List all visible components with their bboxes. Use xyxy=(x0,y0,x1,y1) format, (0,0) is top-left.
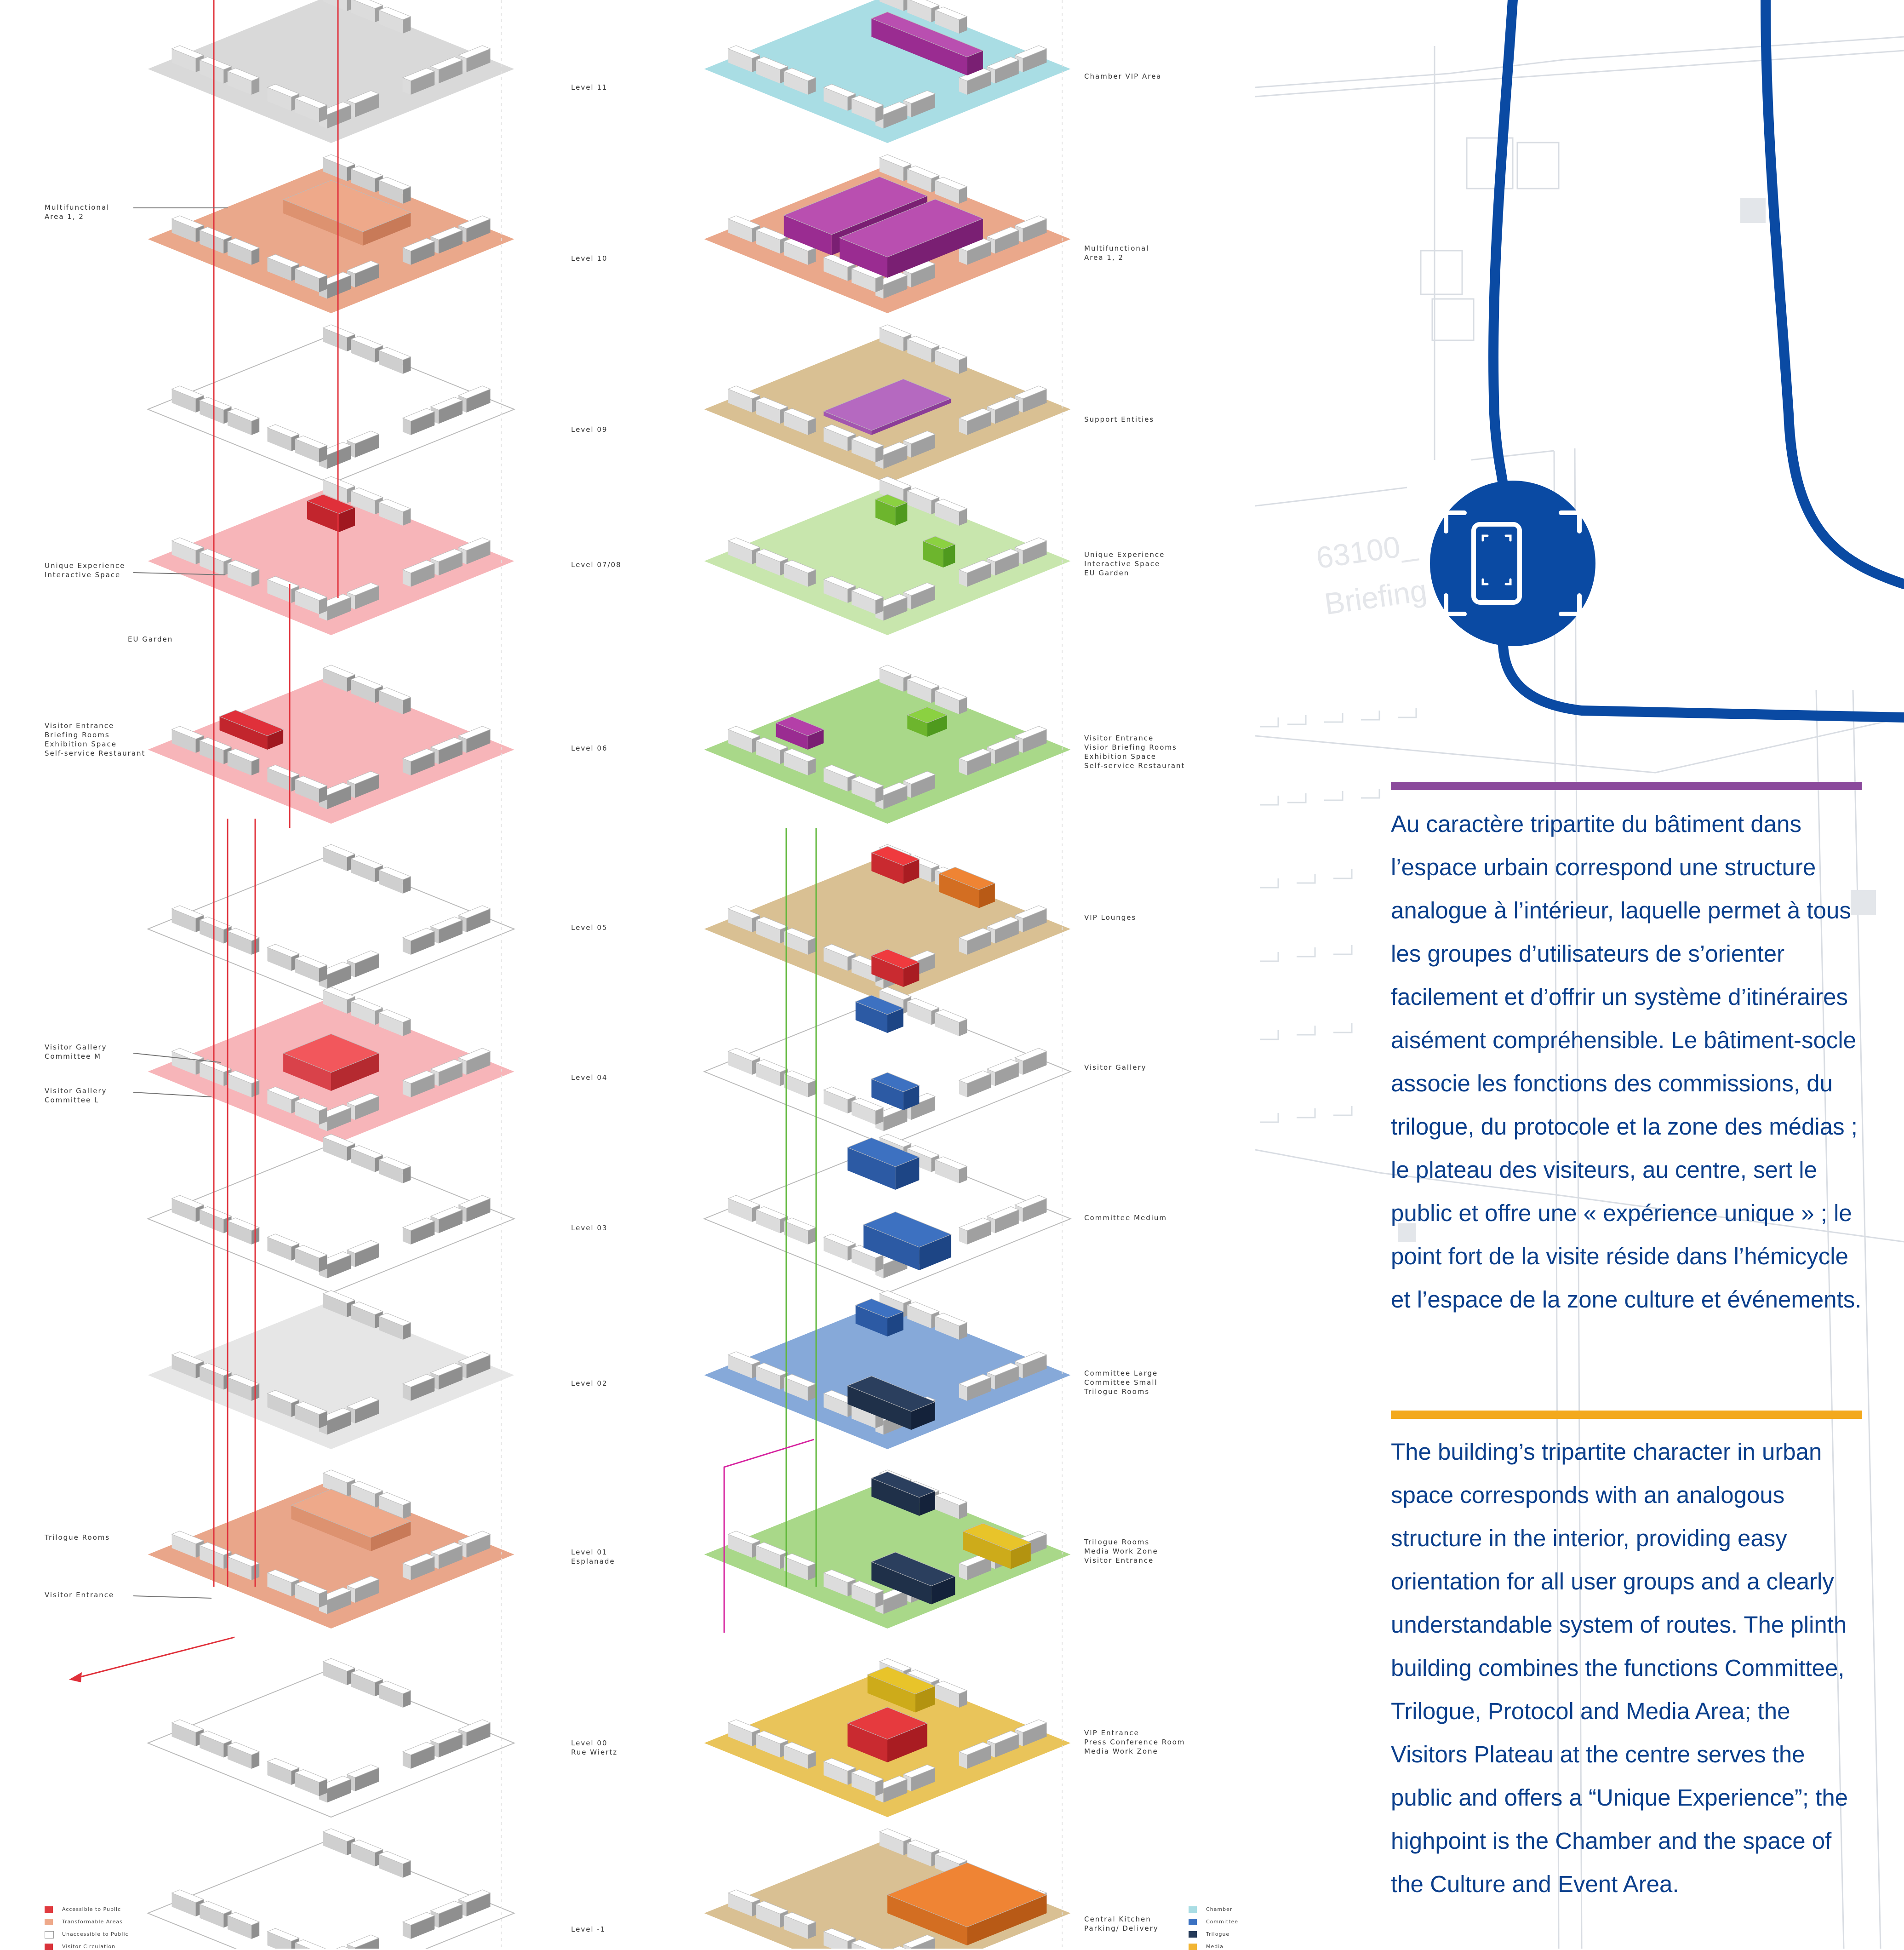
legend-label: Transformable Areas xyxy=(62,1919,123,1925)
level-name: Level 05 xyxy=(571,923,608,932)
left-floor-plate xyxy=(146,1134,516,1294)
left-floor-plate xyxy=(148,665,515,824)
level-name: Level 01 Esplanade xyxy=(571,1548,615,1566)
right-floor-plate xyxy=(704,0,1071,143)
function-accent xyxy=(871,11,984,75)
function-accent xyxy=(775,706,948,750)
function-accent xyxy=(871,846,996,987)
label-eu-garden: EU Garden xyxy=(128,635,173,643)
phone-scan-icon xyxy=(1444,510,1582,616)
legend-swatch xyxy=(1189,1931,1197,1938)
level-function: Chamber VIP Area xyxy=(1084,72,1162,80)
legend-label: Committee xyxy=(1206,1919,1239,1925)
route-path xyxy=(1488,0,1904,723)
level-name: Level 03 xyxy=(571,1224,608,1232)
level-function: Multifunctional Area 1, 2 xyxy=(1084,244,1149,262)
legend-label: Visitor Circulation xyxy=(62,1944,116,1950)
public-accent xyxy=(282,180,412,246)
circulation-lines xyxy=(213,0,339,1587)
level-name: Level -1 xyxy=(571,1925,606,1933)
circulation-lines-green xyxy=(785,828,817,1587)
right-floor-plate xyxy=(704,665,1071,824)
level-name: Level 06 xyxy=(571,744,608,752)
function-accent xyxy=(875,494,956,568)
left-floor-plate xyxy=(146,844,516,1004)
level-name: Level 07/08 xyxy=(571,561,622,569)
yellow-divider xyxy=(1391,1411,1862,1419)
level-function: Central Kitchen Parking/ Delivery xyxy=(1084,1915,1159,1933)
phone-scan-badge xyxy=(1430,481,1595,646)
left-floor-plate xyxy=(148,476,515,635)
function-accent xyxy=(847,1666,936,1762)
legend-label: Media xyxy=(1206,1944,1224,1950)
paragraph-english: The building’s tripartite character in u… xyxy=(1391,1439,1848,1897)
public-accent xyxy=(306,494,356,532)
level-function: Trilogue Rooms Media Work Zone Visitor E… xyxy=(1084,1538,1158,1565)
right-floor-plate xyxy=(704,1469,1071,1629)
legend-label: Trilogue xyxy=(1206,1931,1230,1937)
level-name: Level 10 xyxy=(571,254,608,263)
level-function: Visitor Entrance Visior Briefing Rooms E… xyxy=(1084,734,1185,770)
level-name: Level 11 xyxy=(571,83,608,92)
legend-label: Accessible to Public xyxy=(62,1906,121,1912)
function-accent xyxy=(855,995,920,1110)
public-accent xyxy=(291,1489,412,1551)
public-accent xyxy=(282,1033,380,1091)
function-accent xyxy=(783,176,984,278)
level-name: Level 04 xyxy=(571,1073,608,1082)
legend-swatch xyxy=(45,1944,53,1950)
label-visitor-gallery-l: Visitor Gallery Committee L xyxy=(45,1087,107,1104)
map-small-rooms xyxy=(1260,708,1417,1123)
legend-swatch xyxy=(1189,1906,1197,1913)
level-name: Level 02 xyxy=(571,1379,608,1388)
entrance-arrow xyxy=(73,1636,235,1680)
level-function: Committee Large Committee Small Trilogue… xyxy=(1084,1369,1158,1396)
column-separators xyxy=(501,0,1063,1949)
right-floor-plate xyxy=(703,986,1072,1147)
level-function: VIP Entrance Press Conference Room Media… xyxy=(1084,1729,1185,1755)
paragraph-french: Au caractère tripartite du bâtiment dans… xyxy=(1391,811,1862,1313)
legend-swatch xyxy=(45,1919,53,1925)
purple-divider xyxy=(1391,782,1862,790)
function-accent xyxy=(886,1862,1047,1945)
vip-route xyxy=(723,1439,814,1633)
legend-swatch xyxy=(45,1931,54,1939)
function-accent xyxy=(847,1298,936,1430)
function-accent xyxy=(871,1471,1032,1605)
level-name: Level 00 Rue Wiertz xyxy=(571,1739,618,1756)
level-function: Support Entities xyxy=(1084,415,1155,424)
level-function: VIP Lounges xyxy=(1084,913,1137,922)
level-name: Level 09 xyxy=(571,425,608,434)
left-floor-plate xyxy=(146,324,516,484)
left-floor-plate xyxy=(148,0,515,143)
label-visitor-entrance: Visitor Entrance xyxy=(45,1591,114,1599)
legend-label: Unaccessible to Public xyxy=(62,1931,129,1937)
public-accent xyxy=(219,710,284,750)
function-accent xyxy=(847,1137,952,1270)
legend-label: Chamber xyxy=(1206,1906,1233,1912)
level-function: Unique Experience Interactive Space EU G… xyxy=(1084,551,1165,577)
label-visitor-gallery-m: Visitor Gallery Committee M xyxy=(45,1043,107,1061)
left-floor-plate xyxy=(148,1469,515,1629)
legend-swatch xyxy=(1189,1919,1197,1925)
label-unique-experience: Unique Experience Interactive Space xyxy=(45,562,126,579)
level-function: Committee Medium xyxy=(1084,1214,1167,1222)
left-floor-plate xyxy=(146,1828,516,1949)
legend-swatch xyxy=(45,1906,53,1913)
label-visitor-entrance-group: Visitor Entrance Briefing Rooms Exhibiti… xyxy=(45,722,146,757)
level-function: Visitor Gallery xyxy=(1084,1063,1147,1072)
left-floor-plate xyxy=(148,1290,515,1449)
left-floor-plate xyxy=(146,1658,516,1818)
left-floor-plate xyxy=(148,154,515,313)
label-trilogue-rooms: Trilogue Rooms xyxy=(45,1533,110,1542)
floor-plates xyxy=(69,0,1072,1949)
leader-lines xyxy=(133,207,228,1599)
legend-swatch xyxy=(1189,1944,1197,1950)
right-floor-plate xyxy=(704,476,1071,635)
label-multifunctional-area: Multifunctional Area 1, 2 xyxy=(45,203,110,221)
function-accent xyxy=(823,379,952,435)
